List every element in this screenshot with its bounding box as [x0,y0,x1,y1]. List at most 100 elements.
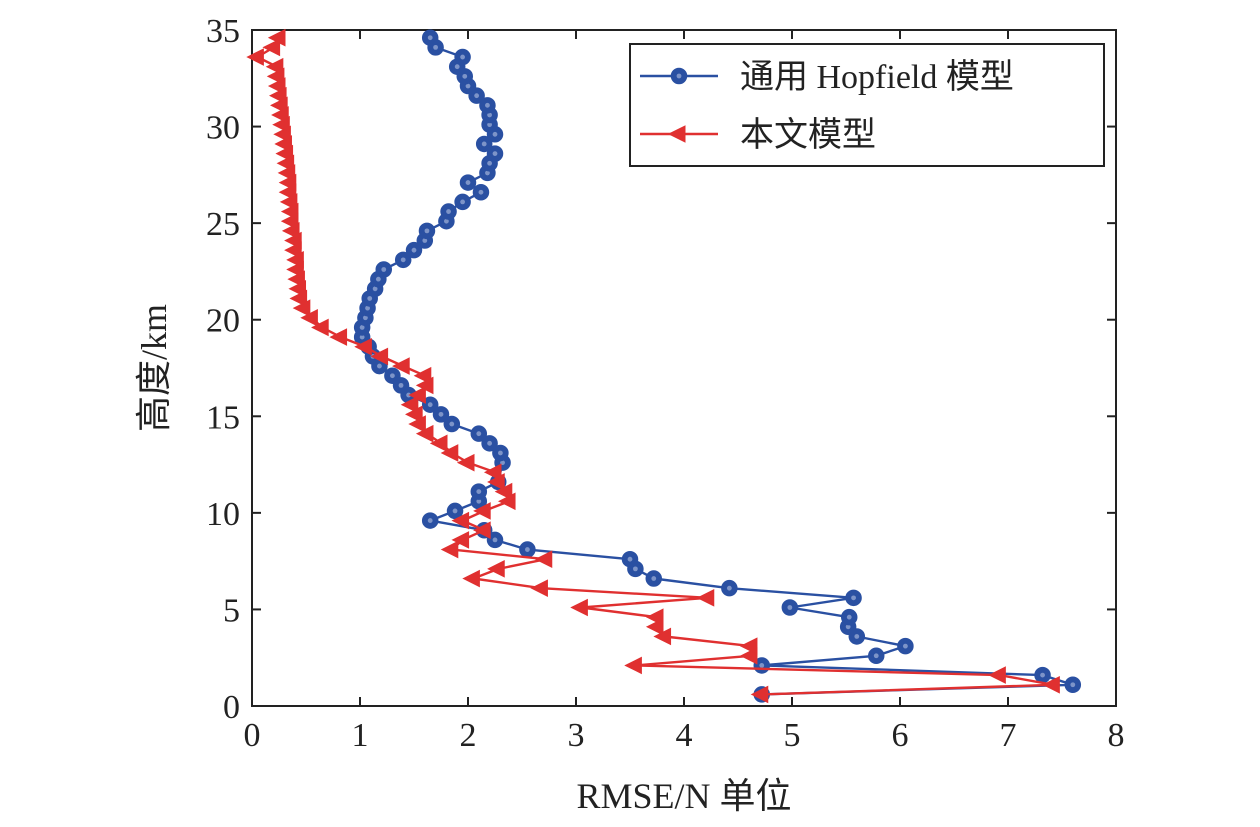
series-2-point [1042,675,1060,694]
series-1-point-core [759,663,765,668]
series-1-point-core [846,614,852,620]
series-1-point-core [492,537,498,543]
series-2-point [473,521,491,540]
series-1-point-core [427,402,433,408]
series-1-point-core [444,218,449,224]
y-tick-label: 30 [206,110,240,147]
series-2-point [534,550,553,569]
x-axis: 0 1 2 3 4 5 6 7 8 [244,30,1125,754]
series-2-point [988,666,1006,684]
x-tick-label: 3 [568,717,585,754]
series-1-point-core [375,276,381,282]
series-2-point [246,48,264,66]
series-2-point [354,337,372,356]
series-1-point-core [367,296,373,301]
series-1-point-core [487,122,492,128]
series-2-point [645,608,664,626]
series-1-point-core [481,141,487,147]
y-tick-label: 25 [206,206,240,243]
x-tick-label: 6 [892,717,909,754]
series-2-point [473,502,491,520]
series-2-point [624,656,642,675]
series-1-point-core [854,634,860,639]
series-1-point-core [1070,682,1076,688]
y-tick-label: 15 [206,399,240,436]
series-2-point [267,28,286,47]
series-1-point-core [787,605,793,610]
series-1-point-core [372,286,378,292]
series-1-point-core [485,102,490,108]
series-1-point-core [873,653,879,659]
series-2-point [451,511,470,530]
series-1-point-core [525,547,530,552]
series-1-point-core [498,450,503,456]
series-1-point-core [487,440,492,446]
series-1-point-core [476,489,482,495]
series-1-point-core [424,228,430,234]
series-1-point-core [462,73,468,79]
series-2-point [400,395,419,414]
series-1-point-core [485,170,490,176]
series-2-point [530,579,548,597]
legend-box [629,43,1105,167]
series-1-point-core [651,576,657,581]
series-2-point [456,453,475,472]
series-1-point-core [465,83,471,89]
series-1-point-core [359,325,365,330]
series-1-point-core [400,257,406,263]
series-1-point-core [474,93,480,99]
legend-swatch-marker [667,125,686,143]
series-2-point [750,685,769,704]
y-axis-title: 高度/km [134,304,174,432]
series-1-point-core [903,643,908,649]
series-2-point [311,318,329,337]
series-1-point-core [1040,672,1045,678]
x-tick-label: 0 [244,717,261,754]
series-2-point [329,328,348,346]
y-tick-label: 5 [223,592,240,629]
series-1-point-core [454,64,460,70]
series-2-point [451,531,470,549]
x-tick-label: 7 [1000,717,1017,754]
series-1-point-core [476,431,482,437]
legend-label: 通用 Hopfield 模型 [740,58,1014,96]
y-tick-label: 10 [206,496,240,533]
series-1-point-core [478,189,484,195]
series-1-point-core [452,508,458,514]
series-2-point [696,589,715,607]
series-2 [246,28,1060,704]
series-2-point [462,569,480,588]
series-1-point-core [427,518,433,523]
series-1-point-core [627,556,633,562]
x-axis-title: RMSE/N 单位 [576,776,791,816]
series-1-point-core [390,373,395,379]
y-tick-label: 35 [206,13,240,50]
series-1-point-core [460,199,465,205]
series-1-point-core [726,585,732,591]
series-2-point [739,637,758,655]
series-1-point-core [449,421,455,427]
y-axis: 0 5 10 15 20 25 30 35 [206,13,1116,726]
series-2-point [370,347,389,366]
y-tick-label: 20 [206,303,240,340]
series-2-point [413,366,432,385]
series-2-point [487,560,505,578]
series-1-point-core [359,334,365,340]
series-2-point [392,357,410,375]
x-tick-label: 2 [460,717,477,754]
series-2-point [440,444,459,462]
series-1-point-core [492,131,498,137]
legend-label: 本文模型 [740,116,876,154]
series-1-point-core [487,160,492,166]
series-1-point-core [633,566,638,572]
series-1-point-core [363,315,368,321]
series-1-point-core [446,209,451,214]
series-2-point [429,434,448,453]
x-tick-label: 8 [1108,717,1125,754]
series-1-point-core [851,595,856,601]
series-2-point [262,38,281,57]
x-tick-label: 1 [352,717,369,754]
series-1-point-core [427,35,433,41]
